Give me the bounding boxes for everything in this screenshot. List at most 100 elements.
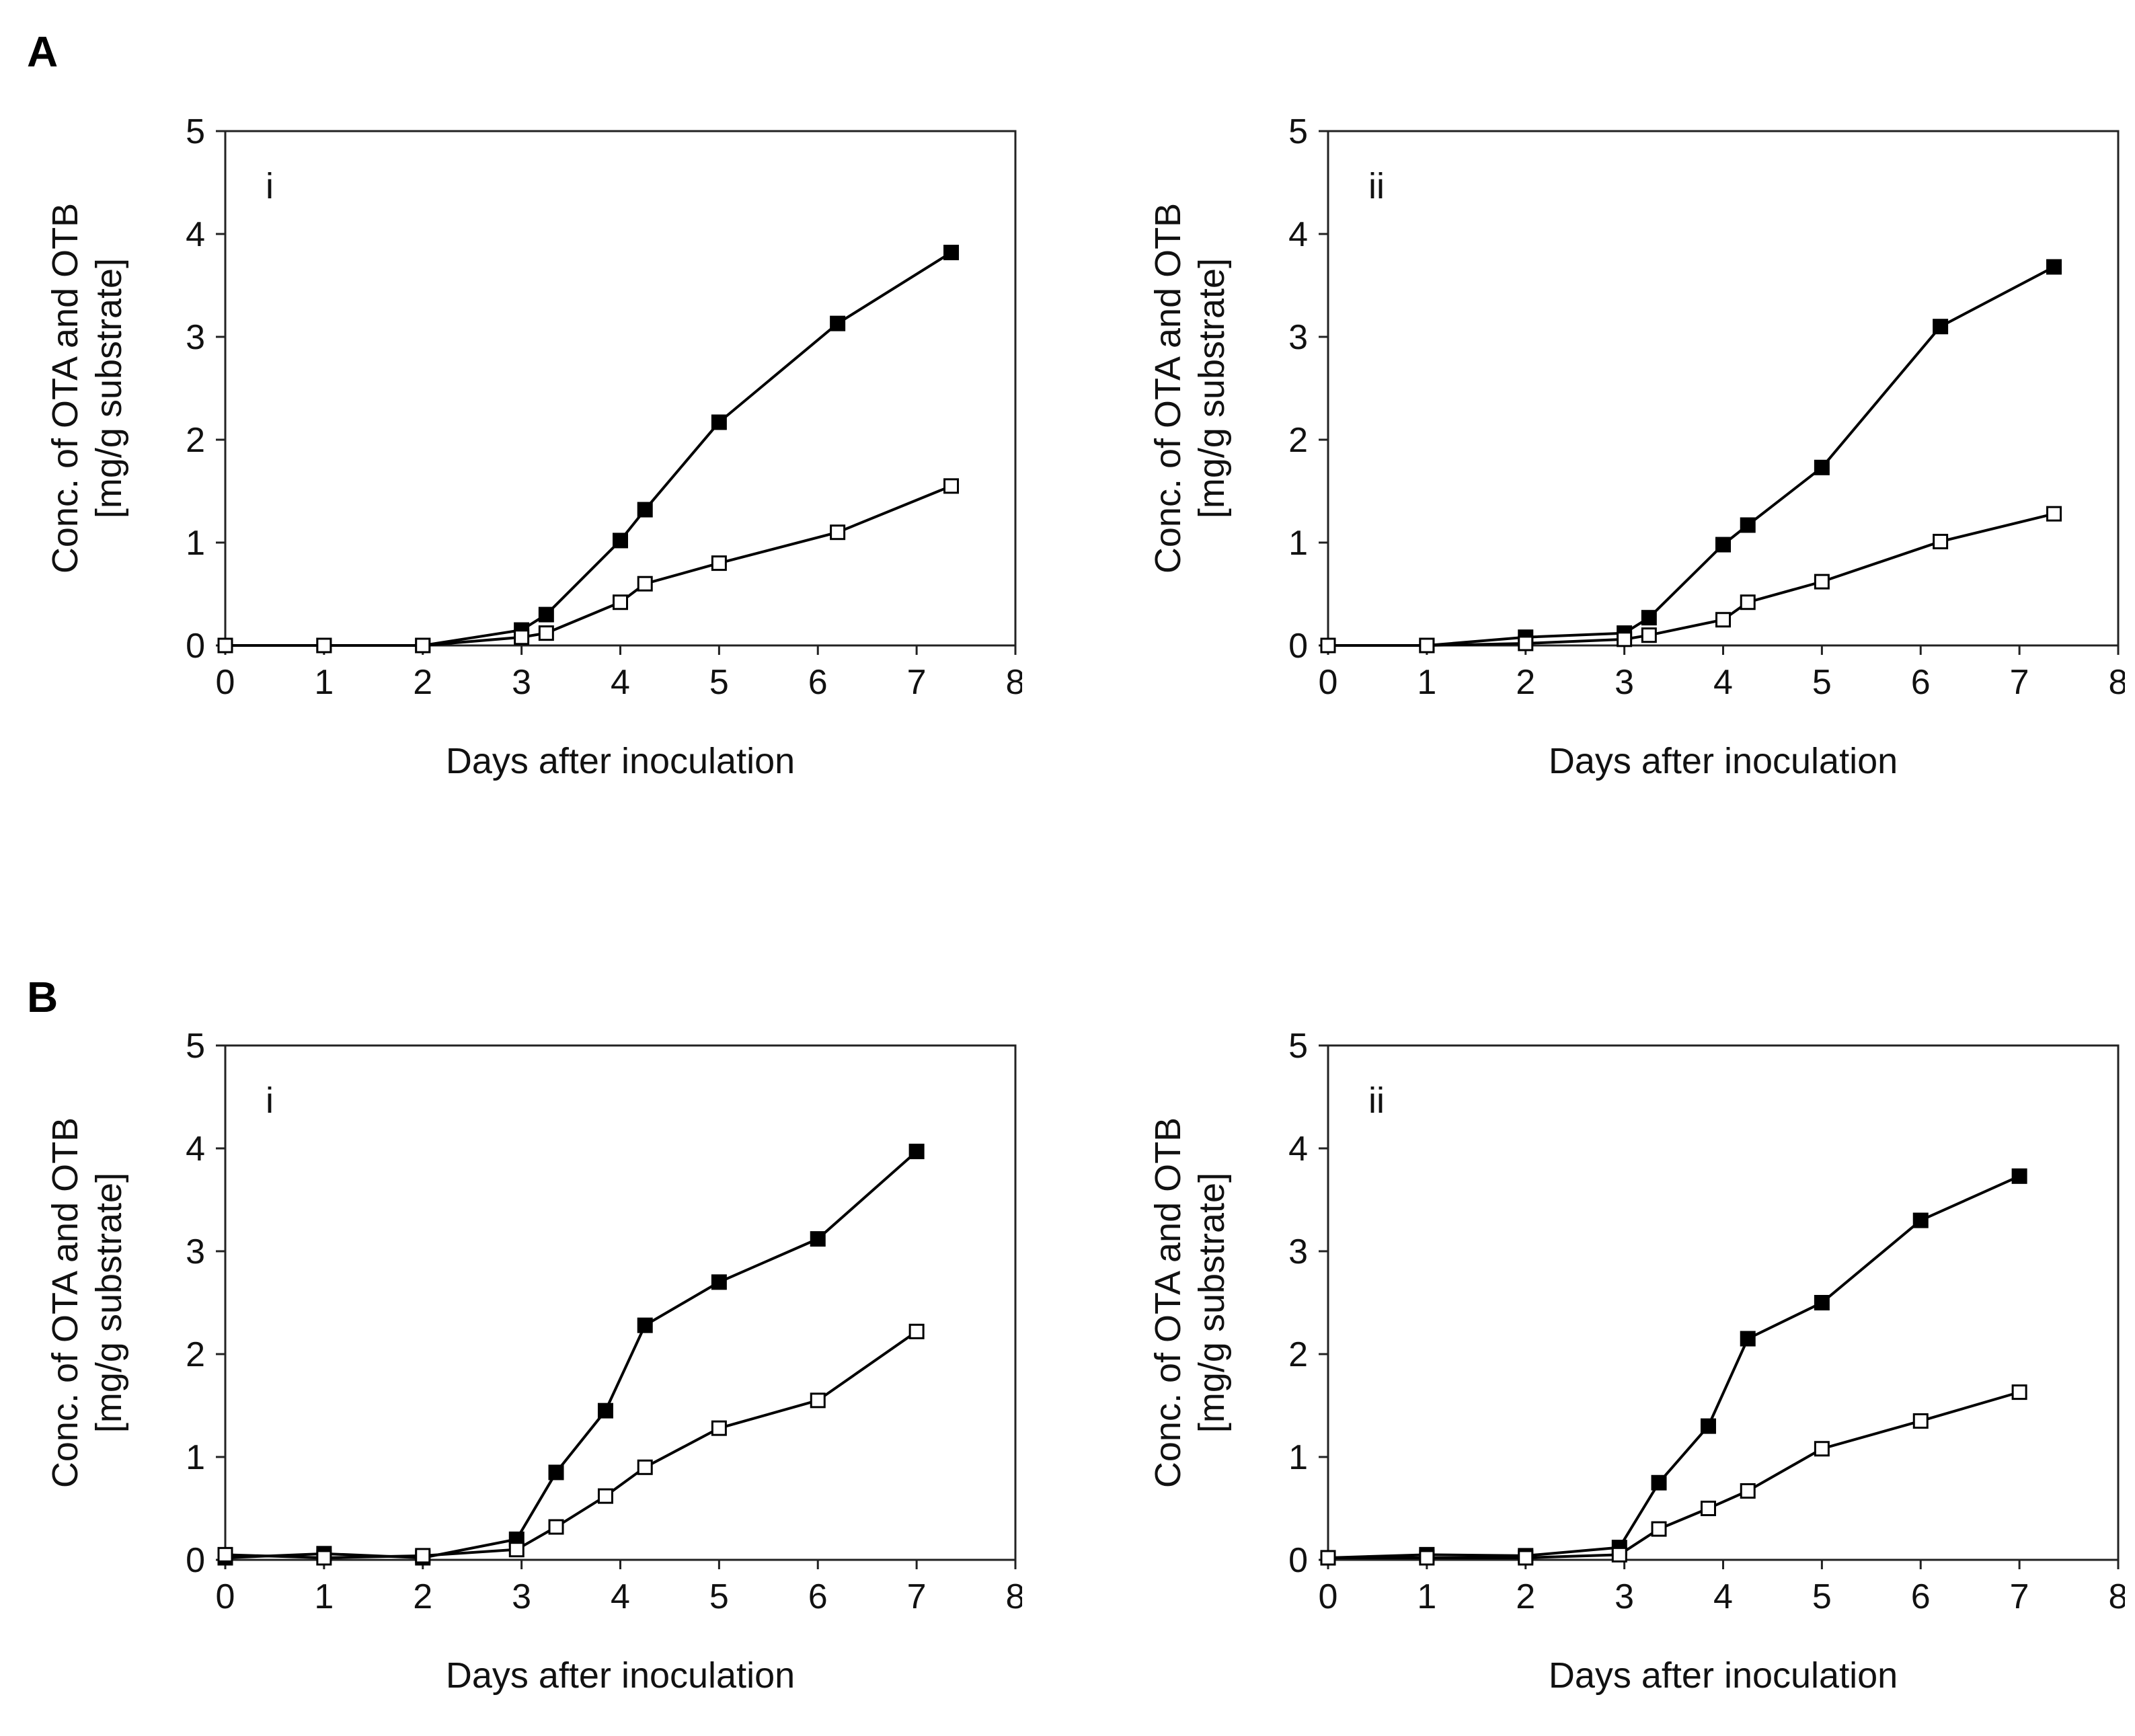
data-point-open-square [830, 524, 846, 541]
data-point-open-square [316, 637, 332, 654]
y-tick-label: 4 [186, 1130, 205, 1169]
data-point-open-square [1715, 612, 1731, 628]
data-point-open-square [1518, 1550, 1534, 1566]
series-line-filled [1327, 1175, 2020, 1559]
y-tick-label: 1 [1288, 1438, 1308, 1477]
x-tick-label: 7 [2010, 1577, 2029, 1616]
x-axis-title: Days after inoculation [1549, 741, 1898, 781]
data-point-open-square [1320, 637, 1336, 654]
data-point-filled-square [810, 1231, 826, 1247]
data-point-open-square [1320, 1550, 1336, 1566]
data-point-filled-square [2046, 259, 2062, 275]
y-tick-label: 3 [186, 318, 205, 357]
x-tick-label: 7 [2010, 663, 2029, 702]
data-point-filled-square [943, 245, 960, 261]
x-axis-title: Days after inoculation [1549, 1655, 1898, 1696]
data-point-open-square [1814, 1441, 1830, 1457]
y-tick-label: 5 [186, 1027, 205, 1066]
x-tick-label: 0 [1319, 663, 1338, 702]
data-point-filled-square [1740, 517, 1756, 533]
y-tick-label: 2 [1288, 1335, 1308, 1374]
x-tick-label: 7 [907, 1577, 927, 1616]
x-axis-title: Days after inoculation [446, 1655, 795, 1696]
plot-area-frame [224, 130, 1017, 647]
data-point-open-square [1617, 631, 1633, 647]
data-point-open-square [810, 1392, 826, 1409]
y-tick-label: 3 [186, 1232, 205, 1271]
data-point-filled-square [1651, 1474, 1667, 1491]
plot-area-frame [1327, 130, 2120, 647]
y-axis-title-line1: Conc. of OTA and OTB [1148, 203, 1188, 574]
y-axis-title-line2: [mg/g substrate] [1192, 1173, 1232, 1433]
chart-a-i: 0 1 2 3 4 5 6 7 8 0 1 2 3 4 5 Days after inoculation Con… [45, 112, 1022, 781]
data-point-filled-square [830, 315, 846, 331]
data-point-filled-square [908, 1144, 925, 1160]
y-tick-label: 1 [186, 524, 205, 563]
subpanel-label: ii [1368, 1080, 1385, 1121]
y-tick-label: 5 [1288, 112, 1308, 151]
x-tick-label: 1 [1417, 1577, 1436, 1616]
data-point-open-square [1518, 635, 1534, 652]
y-tick-label: 0 [186, 627, 205, 666]
x-tick-label: 1 [314, 1577, 334, 1616]
subpanel-label: ii [1368, 166, 1385, 206]
x-tick-label: 3 [512, 1577, 531, 1616]
subpanel-label: i [266, 166, 274, 206]
data-point-filled-square [637, 1317, 653, 1333]
y-tick-label: 3 [1288, 318, 1308, 357]
panel-letter-a: A [27, 28, 59, 76]
data-point-open-square [1933, 533, 1949, 549]
y-axis-title-line2: [mg/g substrate] [89, 1173, 129, 1433]
panel-letter-b: B [27, 973, 59, 1021]
y-tick-label: 1 [186, 1438, 205, 1477]
x-tick-label: 8 [2109, 1577, 2125, 1616]
data-point-open-square [711, 1420, 727, 1436]
data-point-filled-square [597, 1403, 613, 1419]
y-tick-label: 5 [1288, 1027, 1308, 1066]
data-point-open-square [1740, 594, 1756, 610]
data-point-filled-square [2011, 1168, 2027, 1184]
y-tick-label: 0 [1288, 1541, 1308, 1580]
x-tick-label: 5 [709, 663, 729, 702]
x-tick-label: 5 [1812, 663, 1832, 702]
y-tick-label: 3 [1288, 1232, 1308, 1271]
x-tick-label: 5 [709, 1577, 729, 1616]
data-point-open-square [1814, 574, 1830, 590]
x-tick-label: 2 [1516, 663, 1535, 702]
series-line-filled [1328, 266, 2055, 647]
x-tick-label: 2 [1516, 1577, 1535, 1616]
data-point-open-square [1419, 1550, 1435, 1566]
data-point-open-square [2046, 506, 2062, 522]
data-point-filled-square [1814, 1295, 1830, 1310]
data-point-filled-square [1715, 537, 1731, 553]
x-tick-label: 8 [2109, 663, 2125, 702]
y-tick-label: 4 [1288, 215, 1308, 254]
data-point-open-square [637, 1459, 653, 1475]
data-point-open-square [508, 1542, 525, 1558]
y-axis-title-line2: [mg/g substrate] [1192, 258, 1232, 518]
data-point-open-square [1912, 1413, 1929, 1429]
y-axis-title-line1: Conc. of OTA and OTB [45, 1117, 85, 1488]
x-tick-label: 4 [1713, 1577, 1733, 1616]
x-tick-label: 4 [611, 1577, 630, 1616]
data-point-open-square [538, 625, 554, 641]
y-axis-title-line2: [mg/g substrate] [89, 258, 129, 518]
x-tick-label: 8 [1006, 1577, 1022, 1616]
x-tick-label: 0 [1319, 1577, 1338, 1616]
data-point-filled-square [1740, 1331, 1756, 1347]
x-tick-label: 8 [1006, 663, 1022, 702]
x-tick-label: 1 [314, 663, 334, 702]
data-point-open-square [1740, 1483, 1756, 1499]
y-tick-label: 0 [186, 1541, 205, 1580]
subpanel-label: i [266, 1080, 274, 1121]
x-tick-label: 6 [1911, 1577, 1931, 1616]
data-point-open-square [415, 1548, 431, 1564]
series-line-filled [225, 1150, 918, 1559]
x-tick-label: 4 [1713, 663, 1733, 702]
data-point-filled-square [1933, 319, 1949, 335]
data-point-filled-square [1700, 1418, 1716, 1434]
data-point-filled-square [637, 502, 653, 518]
data-point-filled-square [1814, 459, 1830, 475]
x-tick-label: 6 [1911, 663, 1931, 702]
